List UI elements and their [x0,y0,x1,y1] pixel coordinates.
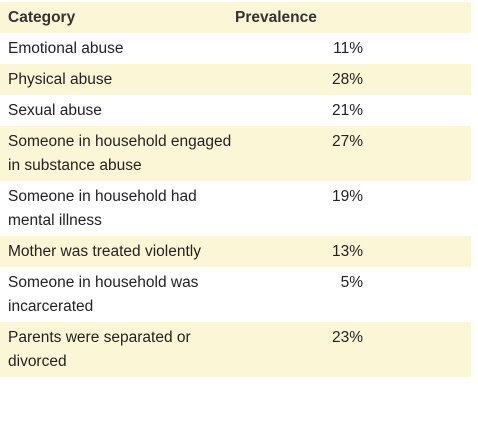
table-row: Someone in household had mental illness 1… [0,181,471,236]
table-row: Someone in household was incarcerated 5% [0,267,471,322]
spacer-cell [363,322,471,377]
category-cell: Mother was treated violently [8,243,201,260]
spacer-cell [363,267,471,322]
category-cell: Parents were separated or divorced [8,329,191,370]
prevalence-cell: 5% [340,274,363,291]
header-cell: Prevalence [235,9,317,26]
category-cell: Someone in household was incarcerated [8,274,199,315]
prevalence-cell: 21% [331,102,363,119]
spacer-cell [363,181,471,236]
spacer-cell [363,126,471,181]
table: Category Prevalence Emotional abuse 11% Ph… [0,2,471,377]
category-cell: Someone in household engaged in substanc… [8,133,232,174]
category-cell: Emotional abuse [8,40,124,57]
spacer-cell [363,236,471,267]
table-row: Sexual abuse 21% [0,95,471,126]
table-row: Someone in household engaged in substanc… [0,126,471,181]
spacer-cell [363,64,471,95]
table-row: Mother was treated violently 13% [0,236,471,267]
prevalence-cell: 13% [331,243,363,260]
table-head: Category Prevalence [0,2,471,33]
spacer-cell [363,95,471,126]
category-cell: Someone in household had mental illness [8,188,197,229]
prevalence-cell: 19% [331,188,363,205]
table-row: Physical abuse 28% [0,64,471,95]
table-row: Emotional abuse 11% [0,33,471,64]
spacer-cell [363,2,471,33]
table-row: Parents were separated or divorced 23% [0,322,471,377]
spacer-cell [363,33,471,64]
header-cell: Category [8,9,76,26]
category-cell: Sexual abuse [8,102,102,119]
header-row: Category Prevalence [0,2,471,33]
prevalence-cell: 27% [331,133,363,150]
table-body: Emotional abuse 11% Physical abuse 28% Sexua… [0,33,471,377]
prevalence-cell: 28% [331,71,363,88]
prevalence-cell: 11% [333,40,363,57]
prevalence-cell: 23% [331,329,363,346]
category-cell: Physical abuse [8,71,113,88]
